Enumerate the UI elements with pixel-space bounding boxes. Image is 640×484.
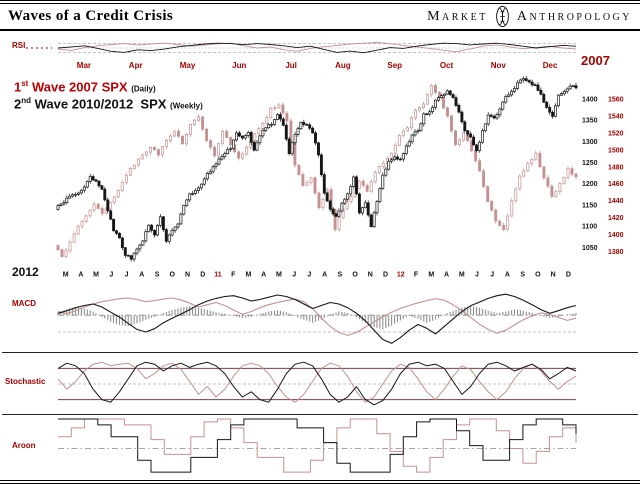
svg-text:O: O — [170, 272, 176, 279]
svg-text:A: A — [322, 272, 327, 279]
wave1-sup: st — [21, 79, 29, 88]
svg-text:1400: 1400 — [582, 96, 598, 103]
svg-text:1250: 1250 — [582, 160, 598, 167]
svg-text:Sep: Sep — [387, 61, 402, 70]
svg-text:Nov: Nov — [491, 61, 507, 70]
dna-helix-icon — [495, 5, 509, 28]
header: Waves of a Credit Crisis Market Anthropo… — [0, 4, 640, 31]
wave2-sup: nd — [21, 96, 32, 105]
svg-text:1350: 1350 — [582, 118, 598, 125]
svg-text:1540: 1540 — [608, 113, 624, 120]
svg-text:A: A — [139, 272, 144, 279]
top-year-label: 2007 — [581, 53, 610, 68]
svg-text:M: M — [459, 272, 465, 279]
wave1-text: Wave 2007 SPX — [28, 79, 132, 95]
wave1-paren: (Daily) — [131, 84, 156, 94]
svg-text:O: O — [535, 272, 541, 279]
svg-text:Oct: Oct — [440, 61, 454, 70]
svg-text:F: F — [231, 272, 236, 279]
svg-text:N: N — [368, 272, 373, 279]
svg-text:S: S — [155, 272, 160, 279]
svg-text:Aug: Aug — [335, 61, 351, 70]
bottom-year-label: 2012 — [12, 265, 39, 279]
wave1-num: 1 — [14, 79, 22, 95]
svg-text:Jun: Jun — [232, 61, 246, 70]
svg-text:1100: 1100 — [582, 224, 597, 231]
svg-text:Apr: Apr — [129, 61, 143, 70]
svg-text:1200: 1200 — [582, 181, 598, 188]
svg-text:M: M — [246, 272, 252, 279]
svg-text:O: O — [352, 272, 358, 279]
svg-text:1440: 1440 — [608, 198, 624, 205]
svg-text:May: May — [180, 61, 196, 70]
wave1-title: 1st Wave 2007 SPX (Daily) — [14, 79, 156, 94]
svg-text:D: D — [383, 272, 388, 279]
svg-text:M: M — [93, 272, 99, 279]
svg-text:N: N — [551, 272, 556, 279]
svg-text:A: A — [444, 272, 449, 279]
svg-text:1560: 1560 — [608, 96, 624, 103]
svg-text:1150: 1150 — [582, 202, 597, 209]
wave2-num: 2 — [14, 96, 22, 112]
svg-text:A: A — [505, 272, 510, 279]
svg-text:J: J — [109, 272, 113, 279]
svg-text:12: 12 — [397, 272, 405, 279]
svg-text:Mar: Mar — [77, 61, 91, 70]
svg-text:1300: 1300 — [582, 139, 598, 146]
svg-text:1420: 1420 — [608, 215, 624, 222]
chart-canvas: Mar Apr May Jun Jul Aug Sep Oct Nov Dec M A M J J A S O N D… — [2, 42, 638, 473]
rsi-panel-label: RSI — [12, 41, 26, 50]
svg-text:J: J — [292, 272, 296, 279]
svg-text:M: M — [276, 272, 282, 279]
svg-text:N: N — [185, 272, 190, 279]
svg-text:M: M — [63, 272, 69, 279]
svg-text:J: J — [475, 272, 479, 279]
svg-text:J: J — [125, 272, 129, 279]
wave2-title: 2nd Wave 2010/2012 SPX (Weekly) — [14, 96, 203, 111]
svg-text:Jul: Jul — [285, 61, 297, 70]
svg-text:1480: 1480 — [608, 164, 624, 171]
svg-text:Dec: Dec — [543, 61, 558, 70]
svg-text:1500: 1500 — [608, 147, 624, 154]
svg-text:1380: 1380 — [608, 249, 624, 256]
aroon-panel-label: Aroon — [12, 441, 36, 450]
macd-panel-label: MACD — [12, 299, 36, 308]
wave2-text: Wave 2010/2012 SPX — [31, 96, 171, 112]
svg-text:D: D — [200, 272, 205, 279]
svg-text:F: F — [414, 272, 419, 279]
brand-word-market: Market — [427, 8, 488, 24]
svg-text:A: A — [261, 272, 266, 279]
svg-text:J: J — [490, 272, 494, 279]
svg-text:1520: 1520 — [608, 130, 624, 137]
brand-word-anthropology: Anthropology — [516, 8, 632, 24]
svg-text:11: 11 — [214, 272, 222, 279]
page-title: Waves of a Credit Crisis — [8, 8, 174, 24]
svg-text:1400: 1400 — [608, 232, 624, 239]
wave2-paren: (Weekly) — [170, 101, 203, 111]
svg-text:D: D — [566, 272, 571, 279]
svg-text:J: J — [307, 272, 311, 279]
svg-text:S: S — [520, 272, 525, 279]
svg-text:1050: 1050 — [582, 245, 598, 252]
svg-text:S: S — [338, 272, 343, 279]
svg-text:M: M — [428, 272, 434, 279]
stochastic-panel-label: Stochastic — [5, 377, 46, 386]
svg-text:A: A — [78, 272, 83, 279]
brand: Market Anthropology — [427, 5, 632, 28]
svg-text:1460: 1460 — [608, 181, 624, 188]
